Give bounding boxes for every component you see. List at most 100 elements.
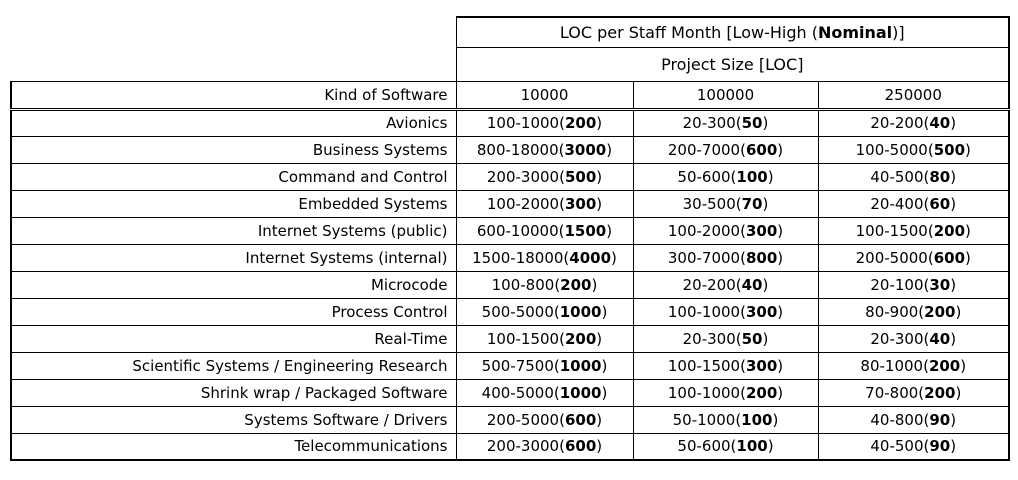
nominal-value: 300 [745, 356, 778, 375]
paren-close: ) [777, 248, 784, 267]
nominal-value: 60 [929, 194, 951, 213]
low-high-range: 20-300( [682, 114, 742, 132]
kind-of-software-cell: Command and Control [10, 162, 457, 191]
paren-close: ) [762, 275, 769, 294]
loc-value-cell: 100-5000(500) [817, 135, 1010, 164]
loc-value-cell: 50-600(100) [632, 162, 819, 191]
loc-value-cell: 100-800(200) [455, 270, 634, 299]
loc-value-cell: 400-5000(1000) [455, 378, 634, 407]
kind-of-software-cell: Internet Systems (public) [10, 216, 457, 245]
paren-close: ) [601, 302, 608, 321]
nominal-value: 100 [736, 167, 768, 186]
paren-close: ) [777, 302, 784, 321]
low-high-range: 200-3000( [486, 437, 565, 456]
paren-close: ) [950, 437, 957, 456]
nominal-value: 600 [564, 437, 597, 456]
table-row: Microcode 100-800(200) 20-200(40) 20-100(30… [10, 270, 1010, 299]
paren-close: ) [950, 167, 957, 186]
low-high-range: 100-1000( [667, 302, 746, 321]
paren-close: ) [950, 114, 957, 132]
table-row: Internet Systems (internal) 1500-18000(40… [10, 243, 1010, 272]
nominal-value: 80 [929, 167, 951, 186]
table-row: Telecommunications 200-3000(600) 50-600(10… [10, 432, 1010, 461]
paren-close: ) [955, 383, 962, 402]
loc-value-cell: 300-7000(800) [632, 243, 819, 272]
table-row: Systems Software / Drivers 200-5000(600) 5… [10, 405, 1010, 434]
nominal-value: 40 [741, 275, 763, 294]
title-row: LOC per Staff Month [Low-High (Nominal)] [11, 16, 1010, 48]
nominal-value: 50 [741, 114, 763, 132]
table-body: Avionics 100-1000(200) 20-300(50) 20-200(40… [10, 108, 1010, 461]
nominal-value: 100 [741, 410, 773, 429]
loc-value-cell: 50-1000(100) [632, 405, 819, 434]
table-row: Internet Systems (public) 600-10000(1500)… [10, 216, 1010, 245]
low-high-range: 40-800( [870, 410, 930, 429]
low-high-range: 400-5000( [481, 383, 560, 402]
low-high-range: 500-5000( [481, 302, 560, 321]
kind-of-software-cell: Microcode [10, 270, 457, 299]
table-row: Real-Time 100-1500(200) 20-300(50) 20-300(4… [10, 324, 1010, 353]
loc-value-cell: 20-300(40) [817, 324, 1010, 353]
top-left-spacer [11, 17, 456, 47]
loc-value-cell: 200-5000(600) [455, 405, 634, 434]
nominal-value: 1500 [564, 221, 607, 240]
nominal-value: 300 [564, 194, 597, 213]
nominal-value: 200 [924, 383, 956, 402]
nominal-value: 200 [560, 275, 592, 294]
loc-value-cell: 200-5000(600) [817, 243, 1010, 272]
nominal-value: 200 [564, 114, 597, 132]
subtitle-left-spacer [11, 47, 456, 81]
nominal-value: 30 [929, 275, 951, 294]
loc-value-cell: 30-500(70) [632, 189, 819, 218]
table-row: Process Control 500-5000(1000) 100-1000(30… [10, 297, 1010, 326]
paren-close: ) [777, 383, 784, 402]
paren-close: ) [772, 410, 779, 429]
paren-close: ) [762, 194, 769, 213]
paren-close: ) [767, 437, 774, 456]
low-high-range: 600-10000( [476, 221, 565, 240]
loc-value-cell: 80-900(200) [817, 297, 1010, 326]
nominal-value: 500 [933, 140, 966, 159]
loc-value-cell: 50-600(100) [632, 432, 819, 461]
loc-value-cell: 100-1500(200) [455, 324, 634, 353]
nominal-value: 1000 [559, 302, 602, 321]
loc-value-cell: 500-5000(1000) [455, 297, 634, 326]
paren-close: ) [596, 329, 603, 348]
title-text-post: )] [892, 22, 905, 42]
loc-value-cell: 20-300(50) [632, 108, 819, 137]
low-high-range: 100-1500( [486, 329, 565, 348]
title-nominal-bold: Nominal [817, 22, 893, 42]
paren-close: ) [591, 275, 598, 294]
table-row: Embedded Systems 100-2000(300) 30-500(70) 2… [10, 189, 1010, 218]
size-column-header-10000: 10000 [455, 80, 634, 111]
nominal-value: 600 [564, 410, 597, 429]
paren-close: ) [950, 410, 957, 429]
subtitle-row: Project Size [LOC] [11, 46, 1010, 82]
loc-value-cell: 1500-18000(4000) [455, 243, 634, 272]
low-high-range: 30-500( [682, 194, 742, 213]
low-high-range: 20-300( [682, 329, 742, 348]
kind-of-software-cell: Telecommunications [10, 432, 457, 461]
low-high-range: 1500-18000( [472, 248, 570, 267]
nominal-value: 4000 [569, 248, 612, 267]
paren-close: ) [950, 329, 957, 348]
low-high-range: 80-900( [865, 302, 925, 321]
low-high-range: 80-1000( [860, 356, 929, 375]
paren-close: ) [611, 248, 617, 267]
loc-value-cell: 500-7500(1000) [455, 351, 634, 380]
nominal-value: 40 [929, 114, 951, 132]
low-high-range: 20-400( [870, 194, 930, 213]
nominal-value: 200 [933, 221, 966, 240]
low-high-range: 300-7000( [667, 248, 746, 267]
loc-value-cell: 100-1000(200) [455, 108, 634, 137]
loc-value-cell: 100-1500(200) [817, 216, 1010, 245]
paren-close: ) [601, 356, 608, 375]
paren-close: ) [596, 167, 603, 186]
paren-close: ) [950, 275, 957, 294]
low-high-range: 50-1000( [672, 410, 742, 429]
low-high-range: 20-100( [870, 275, 930, 294]
loc-value-cell: 800-18000(3000) [455, 135, 634, 164]
loc-per-staff-month-table: LOC per Staff Month [Low-High (Nominal)]… [10, 16, 1011, 461]
nominal-value: 1000 [559, 356, 602, 375]
loc-value-cell: 100-1500(300) [632, 351, 819, 380]
